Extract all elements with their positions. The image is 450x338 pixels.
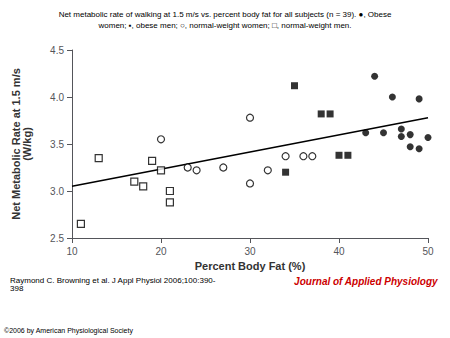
svg-text:4.5: 4.5 <box>50 45 64 56</box>
svg-text:398: 398 <box>10 284 24 293</box>
svg-text:40: 40 <box>333 246 345 257</box>
svg-text:Percent Body Fat (%): Percent Body Fat (%) <box>195 260 306 272</box>
svg-text:20: 20 <box>155 246 167 257</box>
svg-text:©2006 by American Physiologica: ©2006 by American Physiological Society <box>4 327 133 335</box>
svg-text:Journal of Applied Physiology: Journal of Applied Physiology <box>294 276 438 287</box>
svg-text:50: 50 <box>422 246 434 257</box>
svg-text:3.5: 3.5 <box>50 139 64 150</box>
svg-text:2.5: 2.5 <box>50 233 64 244</box>
svg-text:Net metabolic rate of walking: Net metabolic rate of walking at 1.5 m/s… <box>59 10 392 19</box>
svg-text:10: 10 <box>66 246 78 257</box>
svg-text:30: 30 <box>244 246 256 257</box>
svg-text:(W/kg): (W/kg) <box>21 127 33 161</box>
svg-text:3.0: 3.0 <box>50 186 64 197</box>
svg-text:4.0: 4.0 <box>50 92 64 103</box>
svg-text:Net Metabolic Rate at 1.5 m/s: Net Metabolic Rate at 1.5 m/s <box>9 68 22 220</box>
svg-text:Raymond C. Browning et al. J A: Raymond C. Browning et al. J Appl Physio… <box>10 276 216 285</box>
svg-text:women; ▪, obese men; ○, normal: women; ▪, obese men; ○, normal-weight wo… <box>97 21 351 30</box>
